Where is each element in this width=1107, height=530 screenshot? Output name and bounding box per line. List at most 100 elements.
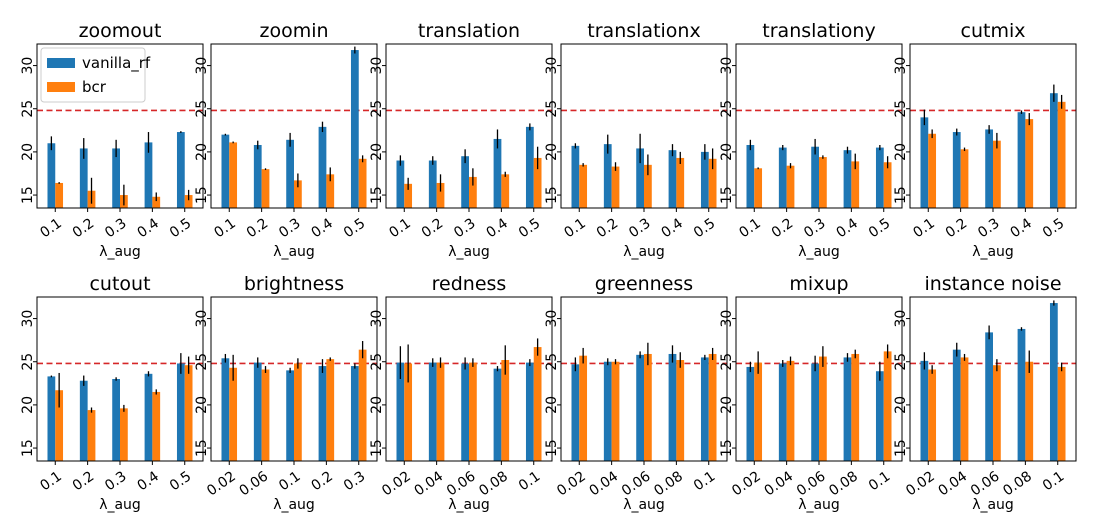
bar-bcr bbox=[501, 360, 510, 461]
bar-bcr bbox=[326, 174, 335, 208]
bar-vanilla_rf bbox=[525, 126, 534, 208]
bar-bcr bbox=[819, 157, 827, 208]
bar-bcr bbox=[120, 408, 128, 461]
y-tick-label: 20 bbox=[544, 143, 560, 161]
x-tick-label: 0.1 bbox=[561, 215, 588, 241]
y-tick-label: 20 bbox=[194, 143, 210, 161]
bar-vanilla_rf bbox=[746, 144, 755, 208]
x-tick-label: 0.06 bbox=[619, 468, 654, 499]
bar-vanilla_rf bbox=[571, 364, 580, 461]
bar-bcr bbox=[1025, 119, 1034, 208]
bar-vanilla_rf bbox=[144, 142, 153, 208]
bar-vanilla_rf bbox=[176, 132, 185, 208]
bar-bcr bbox=[229, 367, 238, 461]
bar-bcr bbox=[960, 149, 969, 208]
panel-title: zoomin bbox=[259, 20, 328, 42]
panel-translation: translation 15 20 25 30 0.1 0.2 0.3 0.4 0.5 λ_aug bbox=[369, 20, 553, 260]
bar-vanilla_rf bbox=[112, 379, 120, 461]
bar-bcr bbox=[533, 347, 542, 461]
y-tick-label: 15 bbox=[369, 439, 385, 457]
bar-vanilla_rf bbox=[461, 363, 469, 461]
bar-bcr bbox=[928, 369, 937, 461]
x-tick-label: 0.06 bbox=[444, 468, 479, 499]
panel-redness: redness 15 20 25 30 0.020.040.060.08 0.1 λ_aug bbox=[369, 273, 553, 513]
bar-bcr bbox=[1057, 101, 1066, 208]
x-tick-label: 0.04 bbox=[412, 468, 447, 499]
bar-bcr bbox=[611, 361, 620, 461]
y-tick-label: 20 bbox=[719, 396, 735, 414]
y-tick-label: 30 bbox=[369, 57, 385, 75]
x-axis-label: λ_aug bbox=[972, 244, 1014, 260]
x-axis-label: λ_aug bbox=[623, 244, 665, 260]
panel-zoomout: zoomout 15 20 25 30 0.1 0.2 0.3 0.4 0.5 λ_aug vanil… bbox=[20, 20, 204, 260]
panel-instance-noise: instance noise 15 20 25 30 0.020.040.060.08 0.… bbox=[893, 273, 1077, 513]
x-axis-label: λ_aug bbox=[798, 497, 840, 513]
panel-title: translationx bbox=[587, 20, 700, 42]
bar-vanilla_rf bbox=[428, 160, 437, 208]
bar-vanilla_rf bbox=[350, 50, 359, 208]
y-tick-label: 20 bbox=[20, 143, 36, 161]
bar-bcr bbox=[87, 410, 96, 461]
bar-bcr bbox=[184, 365, 193, 461]
bar-vanilla_rf bbox=[253, 362, 262, 461]
bar-vanilla_rf bbox=[843, 357, 852, 461]
bar-vanilla_rf bbox=[493, 368, 502, 461]
bar-bcr bbox=[960, 357, 969, 461]
x-tick-label: 0.1 bbox=[866, 468, 893, 494]
bar-bcr bbox=[993, 365, 1001, 461]
bar-bcr bbox=[579, 355, 588, 461]
y-tick-label: 25 bbox=[369, 353, 385, 371]
bar-vanilla_rf bbox=[221, 358, 230, 461]
bar-bcr bbox=[928, 133, 937, 208]
x-tick-label: 0.5 bbox=[341, 215, 368, 241]
bar-vanilla_rf bbox=[778, 363, 787, 461]
x-tick-label: 0.4 bbox=[659, 215, 686, 241]
bar-vanilla_rf bbox=[428, 362, 437, 461]
bar-bcr bbox=[851, 161, 860, 208]
bar-bcr bbox=[358, 158, 367, 208]
bar-vanilla_rf bbox=[875, 371, 884, 461]
x-tick-label: 0.5 bbox=[691, 215, 718, 241]
bar-bcr bbox=[676, 360, 685, 461]
y-tick-label: 25 bbox=[20, 353, 36, 371]
y-tick-label: 15 bbox=[369, 186, 385, 204]
x-tick-label: 0.08 bbox=[826, 468, 861, 499]
x-tick-label: 0.08 bbox=[651, 468, 686, 499]
bar-bcr bbox=[1025, 361, 1034, 461]
y-tick-label: 30 bbox=[893, 310, 909, 328]
bar-vanilla_rf bbox=[843, 150, 852, 208]
bar-vanilla_rf bbox=[144, 373, 153, 461]
y-tick-label: 25 bbox=[719, 353, 735, 371]
y-tick-label: 25 bbox=[719, 100, 735, 118]
bar-vanilla_rf bbox=[461, 156, 469, 208]
bar-vanilla_rf bbox=[1049, 303, 1058, 461]
bar-bcr bbox=[883, 351, 892, 461]
x-axis-label: λ_aug bbox=[273, 244, 315, 260]
bar-bcr bbox=[404, 183, 413, 208]
x-tick-label: 0.1 bbox=[276, 468, 303, 494]
y-tick-label: 25 bbox=[369, 100, 385, 118]
x-tick-label: 0.02 bbox=[554, 468, 589, 499]
bar-vanilla_rf bbox=[318, 366, 327, 461]
bar-bcr bbox=[404, 363, 413, 461]
bar-vanilla_rf bbox=[79, 148, 88, 208]
x-tick-label: 0.2 bbox=[309, 468, 336, 494]
bar-vanilla_rf bbox=[875, 147, 884, 208]
y-tick-label: 25 bbox=[20, 100, 36, 118]
x-tick-label: 0.1 bbox=[691, 468, 718, 494]
panel-greenness: greenness 15 20 25 30 0.020.040.060.08 0.1 λ_au… bbox=[544, 273, 728, 513]
bar-bcr bbox=[261, 369, 270, 461]
bar-vanilla_rf bbox=[1049, 93, 1058, 208]
panel-cutout: cutout 15 20 25 30 0.1 0.2 0.3 0.4 0.5 λ_aug bbox=[20, 273, 204, 513]
bar-bcr bbox=[708, 158, 717, 208]
y-tick-label: 15 bbox=[20, 186, 36, 204]
x-tick-label: 0.3 bbox=[801, 215, 828, 241]
x-axis-label: λ_aug bbox=[972, 497, 1014, 513]
bar-bcr bbox=[55, 182, 64, 208]
y-tick-label: 15 bbox=[194, 186, 210, 204]
y-tick-label: 20 bbox=[719, 143, 735, 161]
y-tick-label: 15 bbox=[194, 439, 210, 457]
x-axis-label: λ_aug bbox=[448, 244, 490, 260]
bar-bcr bbox=[993, 140, 1001, 208]
